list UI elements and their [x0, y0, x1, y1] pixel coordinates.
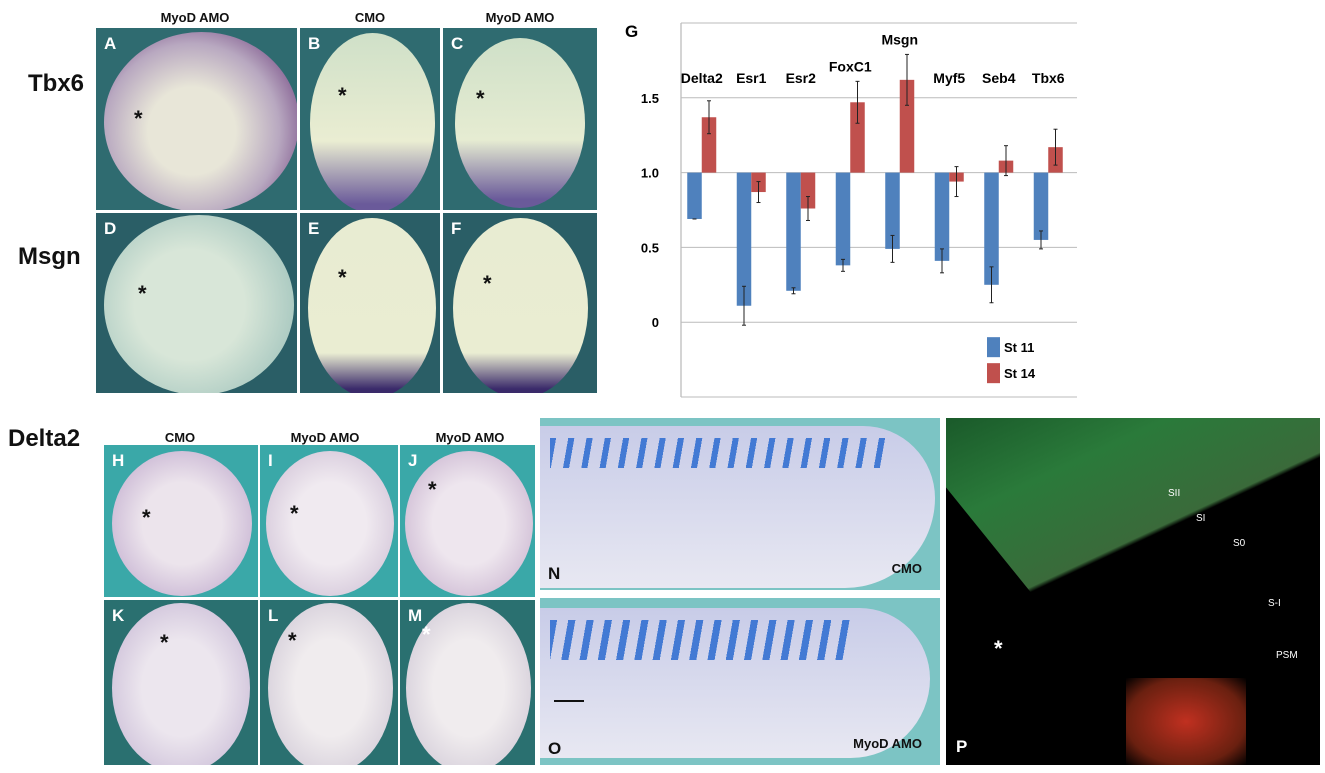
- panel-label-j: J: [408, 451, 418, 470]
- y-tick-label: 1.5: [641, 91, 659, 106]
- asterisk: *: [142, 505, 151, 530]
- panel-n: N CMO: [540, 418, 940, 590]
- y-tick-label: 1.0: [641, 166, 659, 181]
- panel-label-b: B: [308, 34, 321, 53]
- header-i: MyoD AMO: [290, 430, 360, 445]
- panel-label-d: D: [104, 219, 117, 238]
- panel-o: O MyoD AMO: [540, 598, 940, 765]
- panel-label-f: F: [451, 219, 462, 238]
- bar-st14: [800, 172, 816, 209]
- asterisk: *: [483, 271, 492, 296]
- bar-st11: [934, 172, 950, 261]
- label-sii: SII: [1168, 488, 1181, 499]
- legend-label: St 11: [1004, 340, 1034, 355]
- label-psm: PSM: [1276, 650, 1298, 661]
- asterisk: *: [338, 265, 347, 290]
- category-label: FoxC1: [829, 58, 872, 74]
- panel-label-a: A: [104, 34, 117, 53]
- asterisk: *: [290, 501, 299, 526]
- panel-c: C *: [443, 28, 597, 210]
- bar-st11: [835, 172, 851, 266]
- label-s-i: S-I: [1268, 598, 1281, 609]
- bar-st11: [1033, 172, 1049, 240]
- panel-tag-n: CMO: [891, 561, 922, 576]
- y-tick-label: 0.5: [641, 240, 659, 255]
- category-label: Seb4: [982, 70, 1016, 86]
- panel-label-h: H: [112, 451, 125, 470]
- panel-m: M *: [400, 600, 535, 765]
- asterisk: *: [288, 628, 297, 653]
- scale-bar: [554, 700, 584, 702]
- asterisk: *: [338, 83, 347, 108]
- bar-st11: [736, 172, 752, 306]
- panel-label-o: O: [548, 739, 562, 758]
- header-h: CMO: [164, 430, 196, 445]
- row-label-delta2: Delta2: [8, 425, 81, 452]
- panel-label-c: C: [451, 34, 464, 53]
- panel-e: E *: [300, 213, 440, 393]
- panel-f: F *: [443, 213, 597, 393]
- header-a: MyoD AMO: [160, 10, 230, 25]
- panel-label-g: G: [625, 22, 639, 41]
- legend-swatch: [987, 363, 1000, 384]
- header-c: MyoD AMO: [485, 10, 555, 25]
- asterisk: *: [994, 636, 1003, 661]
- row-label-tbx6: Tbx6: [28, 70, 85, 97]
- asterisk: *: [428, 477, 437, 502]
- row-label-msgn: Msgn: [18, 243, 81, 270]
- y-tick-label: 0: [652, 315, 659, 330]
- panel-i: I *: [260, 445, 398, 597]
- panel-p: SII SI S0 S-I PSM * P: [946, 418, 1320, 765]
- panel-a: A *: [96, 28, 297, 210]
- panel-label-k: K: [112, 606, 125, 625]
- bar-st11: [984, 172, 999, 285]
- label-si: SI: [1196, 513, 1206, 524]
- legend-swatch: [987, 337, 1000, 358]
- panel-label-e: E: [308, 219, 320, 238]
- panel-k: K *: [104, 600, 258, 765]
- category-label: Esr1: [736, 70, 767, 86]
- category-label: Esr2: [786, 70, 817, 86]
- panel-label-l: L: [268, 606, 279, 625]
- panel-label-m: M: [408, 606, 423, 625]
- bar-st11: [687, 172, 702, 219]
- panel-h: H *: [104, 445, 258, 597]
- bar-st11: [786, 172, 801, 291]
- bar-st11: [885, 172, 900, 249]
- category-label: Tbx6: [1032, 70, 1065, 86]
- panel-label-p: P: [956, 737, 968, 756]
- header-j: MyoD AMO: [435, 430, 505, 445]
- panel-tag-o: MyoD AMO: [853, 736, 922, 751]
- panel-l: L *: [260, 600, 398, 765]
- category-label: Myf5: [933, 70, 965, 86]
- panel-label-n: N: [548, 564, 561, 583]
- panel-j: J *: [400, 445, 535, 597]
- category-label: Delta2: [681, 70, 723, 86]
- panel-d: D *: [96, 213, 297, 393]
- panel-b: B *: [300, 28, 440, 210]
- label-s0: S0: [1233, 538, 1246, 549]
- asterisk: *: [160, 630, 169, 655]
- bar-chart: 0 0.5 1.0 1.5 Delta2 Esr1 Esr2 FoxC1 Msgn Myf5 Seb…: [641, 22, 1077, 398]
- panel-label-i: I: [268, 451, 273, 470]
- asterisk: *: [138, 281, 147, 306]
- asterisk: *: [134, 106, 143, 131]
- bar-st14: [899, 79, 915, 173]
- asterisk: *: [422, 622, 431, 647]
- bar-st14: [850, 102, 865, 173]
- asterisk: *: [476, 86, 485, 111]
- header-b: CMO: [354, 10, 386, 25]
- category-label: Msgn: [881, 31, 918, 47]
- legend-label: St 14: [1004, 366, 1036, 381]
- bar-st14: [701, 117, 717, 173]
